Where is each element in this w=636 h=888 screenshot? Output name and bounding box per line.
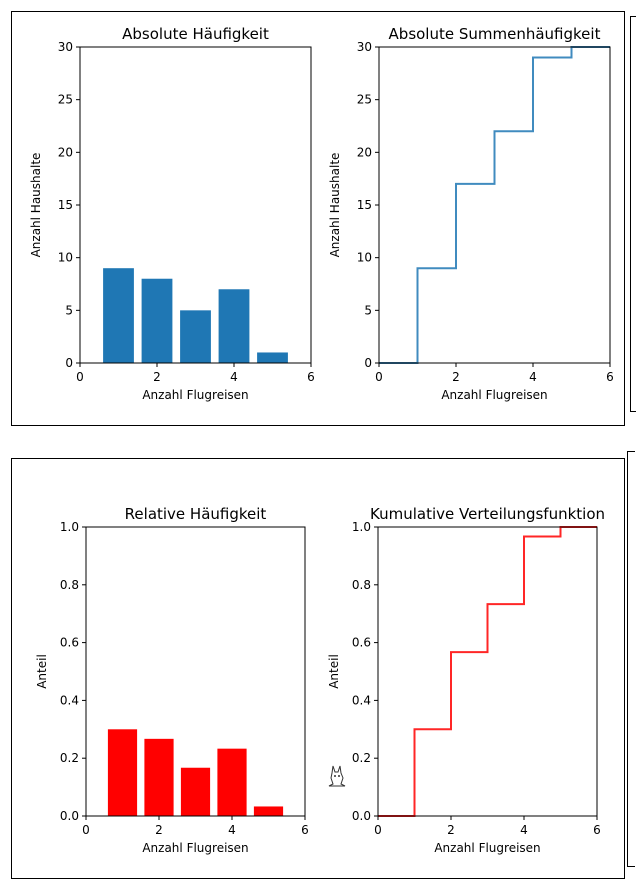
x-tick-label: 4: [228, 823, 236, 837]
y-axis-label: Anteil: [35, 654, 49, 689]
x-axis-label: Anzahl Flugreisen: [142, 841, 248, 855]
y-tick-label: 20: [357, 145, 372, 159]
chart-cumulative-distribution: 0.0 0.2 0.4 0.6 0.8 1.0 0 2 4 6 Kumulative Verteil…: [327, 505, 605, 855]
axes-frame: [377, 526, 598, 817]
bar-1: [103, 268, 134, 363]
axes-frame: [378, 46, 611, 364]
y-tick-label: 15: [58, 198, 73, 212]
bar-4: [218, 289, 250, 363]
y-tick-label: 0: [364, 356, 372, 370]
y-tick-label: 30: [58, 40, 73, 54]
y-axis-label: Anzahl Haushalte: [29, 153, 43, 258]
x-tick-label: 0: [374, 823, 382, 837]
chart-title: Relative Häufigkeit: [125, 505, 267, 523]
y-tick-label: 0.6: [352, 636, 371, 650]
y-tick-label: 0.4: [352, 693, 371, 707]
chart-relative-frequency: 0.0 0.2 0.4 0.6 0.8 1.0 0 2 4 6 Relative Häufigkei…: [35, 505, 309, 855]
y-tick-label: 1.0: [352, 520, 371, 534]
x-tick-label: 6: [301, 823, 309, 837]
x-tick-label: 2: [447, 823, 455, 837]
bar-3: [180, 310, 211, 363]
x-tick-label: 2: [155, 823, 163, 837]
chart-absolute-cumulative: 0 5 10 15 20 25 30 0 2 4 6 Absolute Summenhäufigkei…: [328, 25, 614, 402]
y-tick-label: 25: [357, 93, 372, 107]
x-tick-label: 0: [76, 370, 84, 384]
chart-title: Absolute Summenhäufigkeit: [389, 25, 601, 43]
cropped-panel-edge: [627, 451, 635, 867]
bar-2: [141, 278, 173, 363]
y-tick-label: 0.8: [352, 578, 371, 592]
y-tick-label: 5: [65, 303, 73, 317]
y-tick-label: 0.0: [352, 809, 371, 823]
y-tick-label: 0.6: [60, 636, 79, 650]
x-tick-label: 2: [153, 370, 161, 384]
chart-absolute-frequency: 0 5 10 15 20 25 30 0 2 4 6 Absolute Häufigkeit Anzah…: [29, 25, 315, 402]
mouse-cursor-icon: [328, 765, 346, 787]
x-tick-label: 2: [452, 370, 460, 384]
y-tick-label: 10: [58, 251, 73, 265]
y-tick-label: 1.0: [60, 520, 79, 534]
x-tick-label: 6: [307, 370, 315, 384]
y-tick-label: 30: [357, 40, 372, 54]
bar-1: [107, 729, 138, 816]
x-tick-label: 4: [520, 823, 528, 837]
axes-frame: [85, 526, 306, 817]
y-tick-label: 0.2: [60, 751, 79, 765]
bar-4: [217, 748, 247, 816]
cropped-panel-edge: [630, 16, 636, 412]
y-tick-label: 25: [58, 93, 73, 107]
y-tick-label: 0.4: [60, 693, 79, 707]
step-line: [379, 46, 610, 364]
bar-5: [257, 352, 288, 363]
chart-title: Absolute Häufigkeit: [122, 25, 269, 43]
y-axis-label: Anteil: [327, 654, 341, 689]
x-tick-label: 6: [606, 370, 614, 384]
y-tick-label: 0: [65, 356, 73, 370]
x-tick-label: 4: [529, 370, 537, 384]
y-tick-label: 20: [58, 145, 73, 159]
step-line: [378, 526, 597, 817]
y-tick-label: 15: [357, 198, 372, 212]
chart-title: Kumulative Verteilungsfunktion: [370, 505, 605, 523]
y-tick-label: 0.8: [60, 578, 79, 592]
x-axis-label: Anzahl Flugreisen: [441, 388, 547, 402]
bar-2: [144, 738, 174, 816]
x-tick-label: 6: [593, 823, 601, 837]
x-axis-label: Anzahl Flugreisen: [434, 841, 540, 855]
bar-3: [180, 767, 211, 816]
y-tick-label: 10: [357, 251, 372, 265]
x-axis-label: Anzahl Flugreisen: [142, 388, 248, 402]
x-tick-label: 0: [375, 370, 383, 384]
y-axis-label: Anzahl Haushalte: [328, 153, 342, 258]
y-tick-label: 0.2: [352, 751, 371, 765]
y-tick-label: 0.0: [60, 809, 79, 823]
bar-5: [253, 806, 284, 816]
x-tick-label: 4: [230, 370, 238, 384]
y-tick-label: 5: [364, 303, 372, 317]
x-tick-label: 0: [82, 823, 90, 837]
